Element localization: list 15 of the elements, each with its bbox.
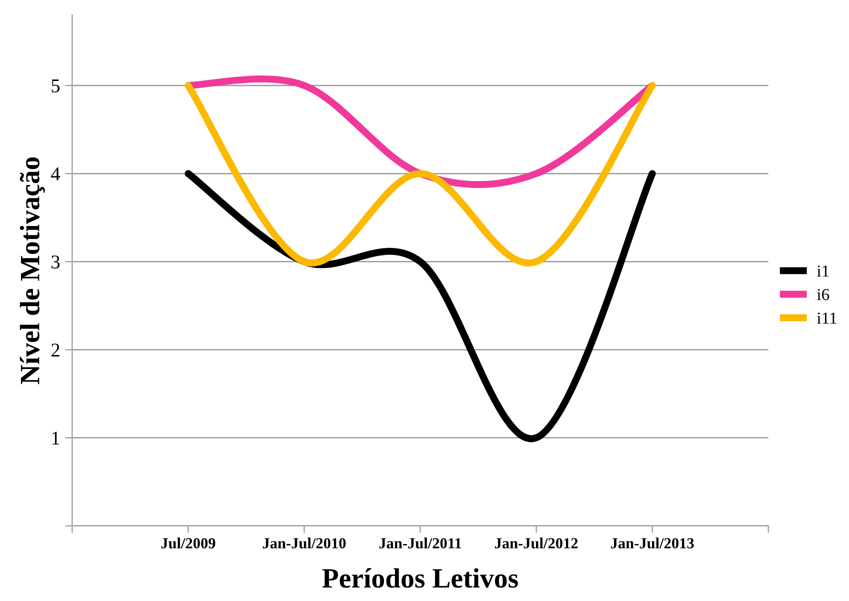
x-tick-label: Jan-Jul/2012 (494, 538, 578, 548)
y-tick-label: 1 (52, 432, 60, 445)
legend-label: i1 (817, 265, 829, 276)
x-tick-label: Jan-Jul/2010 (262, 538, 346, 548)
x-tick-label: Jul/2009 (161, 538, 216, 548)
legend-label: i11 (817, 312, 836, 324)
y-tick-label: 2 (51, 344, 60, 356)
y-tick-label: 5 (52, 80, 60, 92)
y-tick-label: 3 (52, 256, 60, 269)
x-tick-label: Jan-Jul/2013 (610, 538, 694, 548)
legend-label: i6 (817, 289, 830, 300)
x-tick-label: Jan-Jul/2011 (379, 538, 462, 548)
y-tick-label: 4 (51, 168, 60, 180)
x-axis-title: Períodos Letivos (322, 568, 518, 588)
y-axis-title: Nível de Motivação (20, 157, 45, 384)
